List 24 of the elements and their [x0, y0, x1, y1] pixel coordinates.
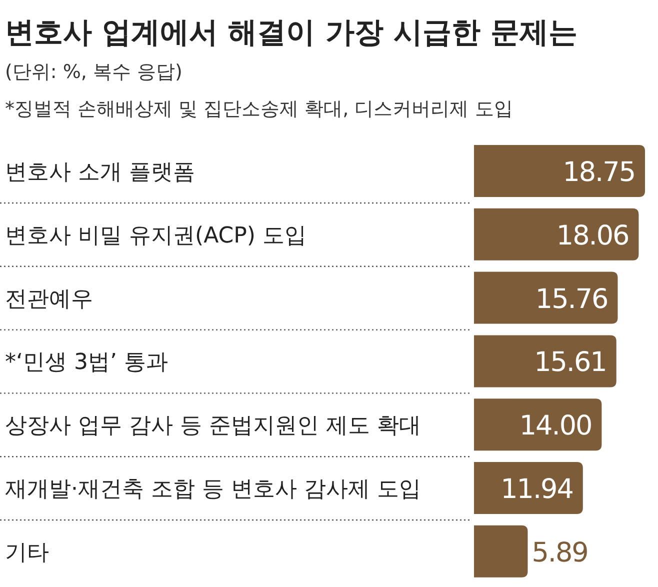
text: *징벌적 손해배상제 및 집단소송제 확대, 디스커버리제 도입: [5, 98, 513, 120]
y-tick-label: 기타: [5, 540, 49, 566]
chart-title: 변호사 업계에서 해결이 가장 시급한 문제는: [5, 15, 578, 49]
text: (단위: %, 복수 응답): [5, 61, 182, 83]
data-label: 14.00: [519, 410, 592, 442]
y-tick-label: 변호사 소개 플랫폼: [5, 160, 195, 185]
data-label: 15.61: [534, 347, 606, 378]
data-label: 18.75: [562, 157, 635, 188]
y-tick-label: 재개발·재건축 조합 등 변호사 감사제 도입: [5, 477, 421, 502]
bar: [474, 272, 618, 324]
bar: [474, 525, 528, 578]
data-label: 5.89: [532, 537, 588, 568]
data-label: 11.94: [500, 474, 573, 505]
bar: [474, 398, 602, 451]
y-tick-label: 변호사 비밀 유지권(ACP) 도입: [5, 223, 306, 248]
y-tick-label: 전관예우: [5, 286, 93, 312]
bar: [474, 208, 639, 260]
bar: [474, 462, 583, 514]
y-tick-label: *‘민생 3법’ 통과: [5, 350, 168, 376]
bar: [474, 335, 616, 388]
bar: [474, 145, 645, 197]
y-tick-label: 상장사 업무 감사 등 준법지원인 제도 확대: [5, 414, 421, 439]
data-label: 15.76: [535, 284, 608, 315]
data-label: 18.06: [556, 220, 629, 252]
